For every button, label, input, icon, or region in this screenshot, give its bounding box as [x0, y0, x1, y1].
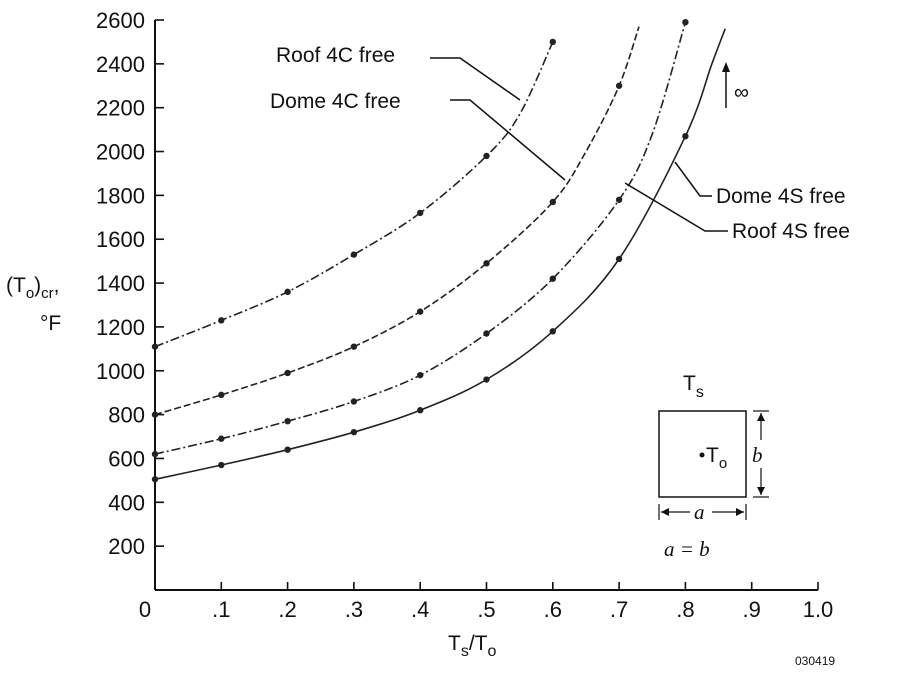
- x-ticks: 0 .1 .2 .3 .4 .5 .6 .7 .8 .9 1.0: [139, 582, 833, 622]
- b-arrow-up: [757, 413, 765, 421]
- series-label-dome-4c: Dome 4C free: [270, 90, 401, 113]
- data-point-dome-4c-free: [350, 343, 358, 350]
- series-line-roof-4s-free: [154, 28, 726, 481]
- y-tick-label: 600: [108, 446, 145, 471]
- data-point-roof-4c-free: [284, 288, 291, 296]
- series-line-roof-4c-free: [154, 41, 554, 348]
- data-point-dome-4c-free: [549, 198, 556, 206]
- b-label-bg: [750, 440, 772, 468]
- y-tick-label: 2400: [96, 52, 145, 77]
- data-point-dome-4c-free: [417, 308, 424, 315]
- data-point-dome-4s-free: [682, 18, 689, 26]
- x-tick-label: .4: [411, 597, 429, 622]
- inset-square: [658, 410, 747, 498]
- inset-diagram: Ts To b a a = b: [658, 372, 772, 561]
- a-arrow-right: [736, 508, 744, 516]
- data-point-dome-4s-free: [350, 398, 358, 405]
- y-tick-label: 1400: [96, 271, 145, 296]
- data-point-roof-4c-free: [483, 152, 490, 160]
- data-point-roof-4c-free: [218, 317, 225, 324]
- data-point-roof-4s-free: [483, 376, 490, 383]
- data-point-roof-4s-free: [615, 255, 623, 263]
- x-tick-label: .9: [743, 597, 761, 622]
- data-point-dome-4c-free: [483, 260, 490, 267]
- y-tick-label: 2000: [96, 140, 145, 165]
- data-point-dome-4s-free: [218, 435, 225, 442]
- data-point-roof-4s-free: [218, 461, 225, 469]
- y-tick-label: 2200: [96, 96, 145, 121]
- data-point-dome-4c-free: [151, 411, 159, 418]
- data-point-dome-4c-free: [615, 82, 623, 89]
- series-line-dome-4c-free: [154, 26, 640, 416]
- data-point-roof-4s-free: [350, 428, 358, 436]
- y-ticks: 200 400 600 800 1000 1200 1400 1600 1800 2000 2200…: [96, 8, 164, 559]
- x-tick-label: .6: [544, 597, 562, 622]
- y-tick-label: 1600: [96, 227, 145, 252]
- inset-center-dot: [699, 452, 705, 458]
- data-point-dome-4c-free: [218, 391, 225, 399]
- x-tick-label: .5: [477, 597, 495, 622]
- y-tick-label: 800: [108, 403, 145, 428]
- series-layer: [151, 18, 726, 483]
- y-tick-label: 1000: [96, 359, 145, 384]
- y-axis-unit: °F: [40, 312, 61, 335]
- data-point-roof-4c-free: [417, 209, 424, 217]
- y-tick-label: 400: [108, 490, 145, 515]
- y-tick-label: 1200: [96, 315, 145, 340]
- x-tick-label: .7: [610, 597, 628, 622]
- data-point-roof-4s-free: [682, 132, 689, 140]
- data-point-dome-4s-free: [417, 371, 424, 379]
- data-point-roof-4s-free: [417, 407, 424, 414]
- x-axis-label: Ts/To: [448, 632, 497, 660]
- x-tick-label: .8: [676, 597, 694, 622]
- series-label-dome-4s: Dome 4S free: [716, 185, 846, 208]
- b-arrow-down: [757, 487, 765, 495]
- leader-dome-4c: [450, 99, 566, 181]
- inset-center-label: To: [706, 444, 727, 472]
- x-tick-label: .2: [278, 597, 296, 622]
- inset-equation: a = b: [664, 537, 710, 561]
- series-label-roof-4s: Roof 4S free: [732, 220, 850, 243]
- leader-roof-4c: [430, 57, 521, 101]
- data-point-dome-4s-free: [483, 330, 490, 337]
- data-point-roof-4s-free: [549, 328, 556, 335]
- series-label-roof-4c: Roof 4C free: [276, 44, 395, 67]
- figure-code: 030419: [795, 654, 835, 668]
- data-point-dome-4s-free: [615, 196, 623, 203]
- data-point-roof-4c-free: [549, 38, 556, 46]
- b-label: b: [752, 443, 763, 467]
- infinity-arrowhead: [722, 62, 730, 72]
- y-tick-label: 1800: [96, 183, 145, 208]
- x-tick-label: 1.0: [803, 597, 834, 622]
- a-label: a: [694, 500, 705, 524]
- x-tick-label: .3: [345, 597, 363, 622]
- data-point-roof-4c-free: [151, 343, 159, 350]
- y-tick-label: 2600: [96, 8, 145, 33]
- data-point-dome-4s-free: [549, 275, 556, 282]
- data-point-dome-4c-free: [284, 369, 291, 377]
- a-arrow-left: [661, 508, 669, 516]
- x-tick-label: 0: [139, 597, 151, 622]
- y-tick-label: 200: [108, 534, 145, 559]
- x-tick-label: .1: [212, 597, 230, 622]
- leader-dome-4s: [674, 161, 712, 197]
- infinity-label: ∞: [734, 81, 749, 104]
- y-axis-label: (To)cr,: [6, 274, 60, 302]
- inset-top-label: Ts: [683, 372, 704, 401]
- data-point-dome-4s-free: [151, 450, 159, 458]
- leader-roof-4s: [624, 182, 728, 232]
- a-label-bg: [690, 498, 712, 520]
- data-point-roof-4c-free: [350, 251, 358, 258]
- series-line-dome-4s-free: [154, 21, 687, 455]
- data-point-dome-4s-free: [284, 417, 291, 425]
- data-point-roof-4s-free: [151, 476, 159, 483]
- data-point-roof-4s-free: [284, 446, 291, 453]
